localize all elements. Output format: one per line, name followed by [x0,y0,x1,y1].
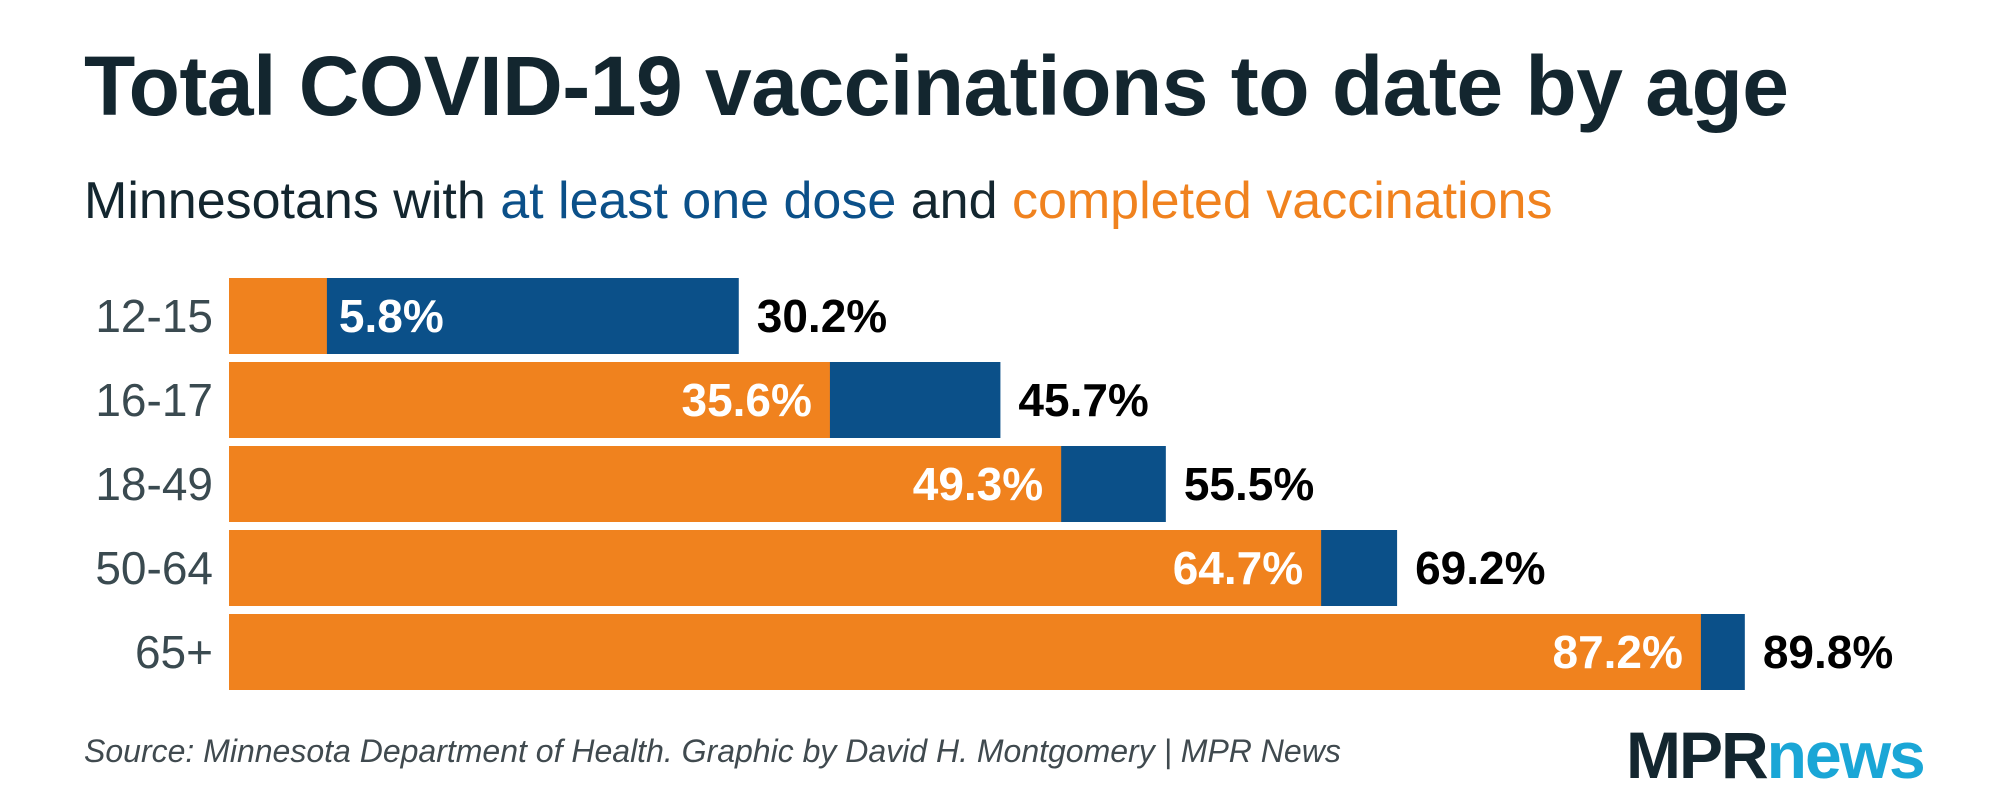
bar-completed [229,614,1701,690]
data-label-first-dose: 69.2% [1415,542,1545,594]
data-label-completed: 5.8% [339,290,444,342]
data-label-first-dose: 89.8% [1763,626,1893,678]
data-label-first-dose: 55.5% [1184,458,1314,510]
category-label: 12-15 [95,290,213,342]
bar-completed [229,278,327,354]
category-label: 18-49 [95,458,213,510]
chart-subtitle: Minnesotans with at least one dose and c… [84,170,1552,232]
category-label: 16-17 [95,374,213,426]
data-label-first-dose: 45.7% [1018,374,1148,426]
mpr-news-logo: MPRnews [1626,722,1926,788]
bar-completed [229,446,1062,522]
data-label-first-dose: 30.2% [757,290,887,342]
data-label-completed: 49.3% [913,458,1043,510]
chart-title: Total COVID-19 vaccinations to date by a… [84,39,1789,133]
subtitle-dose-text: at least one dose [500,172,897,230]
subtitle-prefix: Minnesotans with [84,172,501,230]
bar-completed [229,362,830,438]
data-label-completed: 64.7% [1173,542,1303,594]
bar-completed [229,530,1322,606]
logo-news: news [1766,718,1926,792]
subtitle-completed-text: completed vaccinations [1011,172,1553,230]
data-label-completed: 35.6% [681,374,811,426]
logo-mpr: MPR [1626,718,1769,792]
category-label: 65+ [135,626,213,678]
category-label: 50-64 [95,542,213,594]
data-label-completed: 87.2% [1552,626,1682,678]
subtitle-middle: and [896,172,1012,230]
source-note: Source: Minnesota Department of Health. … [84,733,1341,769]
